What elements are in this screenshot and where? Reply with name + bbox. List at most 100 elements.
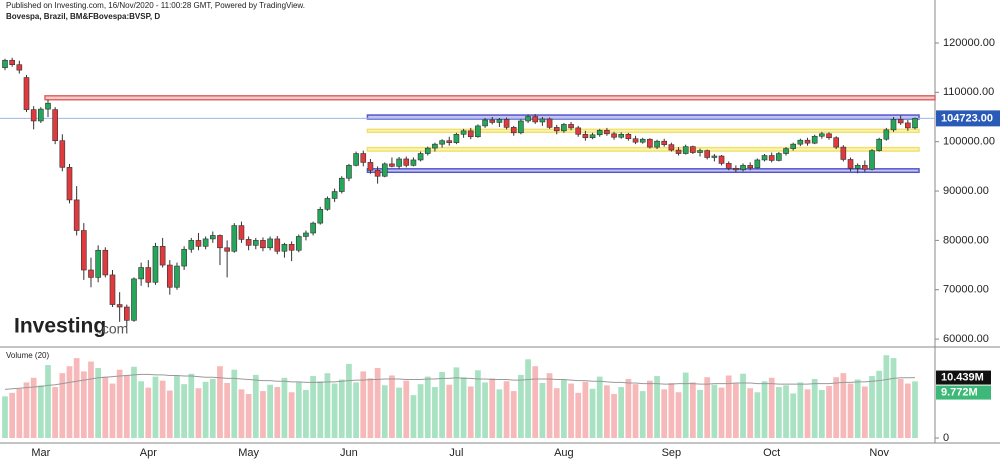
volume-bar — [596, 376, 603, 438]
volume-bar — [245, 394, 252, 438]
ma-box — [936, 370, 991, 385]
volume-bar — [374, 367, 381, 438]
volume-title: Volume (20) — [6, 351, 49, 360]
volume-bar — [725, 375, 732, 438]
volume-bar — [804, 389, 811, 438]
volume-bar — [912, 381, 918, 438]
candle-body — [403, 158, 410, 166]
candle-body — [661, 140, 668, 145]
candle-body — [59, 140, 66, 168]
volume-bar — [883, 355, 890, 438]
volume-bar — [661, 389, 668, 438]
volume-bar — [102, 376, 109, 438]
candle-body — [618, 133, 625, 138]
candle-body — [647, 138, 653, 148]
candle-body — [532, 116, 539, 123]
y-tick-label: 0 — [943, 432, 949, 444]
candle-body — [281, 244, 288, 252]
candle-body — [389, 163, 395, 167]
candle-body — [611, 133, 617, 138]
candle-body — [317, 208, 324, 224]
volume-bar — [460, 377, 467, 438]
volume-bar — [532, 366, 539, 438]
volume-bar — [561, 379, 567, 438]
volume-bar — [152, 376, 159, 438]
volume-bar — [381, 385, 388, 438]
candle-body — [174, 265, 180, 288]
x-tick-label: Oct — [763, 447, 780, 459]
candle-body — [432, 143, 438, 149]
volume-bar — [575, 392, 582, 438]
candle-body — [518, 120, 524, 134]
volume-bar — [424, 376, 431, 438]
volume-bar — [546, 373, 553, 438]
candle-body — [252, 240, 259, 246]
volume-bar — [324, 373, 331, 438]
volume-bar — [353, 382, 359, 438]
volume-bar — [59, 373, 66, 438]
volume-bar — [281, 377, 288, 438]
candle-body — [439, 140, 445, 145]
y-tick-label: 70000.00 — [943, 284, 989, 296]
volume-bar — [833, 377, 840, 438]
volume-bar — [37, 385, 44, 438]
candle-body — [525, 116, 531, 122]
volume-bar — [23, 382, 30, 438]
volume-bar — [338, 379, 345, 438]
volume-bar — [16, 388, 23, 438]
candle-body — [267, 238, 273, 249]
volume-bar — [711, 384, 718, 438]
candle-body — [725, 163, 732, 169]
candle-body — [847, 159, 854, 169]
candle-body — [188, 240, 195, 250]
volume-bar — [138, 381, 145, 438]
candle-body — [496, 119, 503, 123]
volume-bar — [410, 395, 417, 438]
volume-bar — [403, 380, 410, 438]
volume-bar — [209, 378, 216, 438]
candle-body — [38, 108, 44, 122]
candle-body — [116, 304, 123, 308]
y-tick-label: 120000.00 — [943, 37, 995, 49]
volume-bar — [288, 392, 295, 438]
candle-body — [95, 249, 101, 278]
volume-bar — [618, 387, 625, 438]
candle-body — [66, 167, 73, 201]
candle-body — [324, 198, 331, 210]
volume-bar — [195, 388, 202, 438]
candle-body — [811, 135, 818, 144]
candle-body — [245, 239, 252, 246]
volume-bar — [639, 391, 646, 438]
volume-bar — [553, 388, 560, 438]
volume-bar — [754, 392, 761, 438]
volume-bar — [95, 367, 102, 438]
candle-body — [553, 127, 560, 132]
candle-body — [768, 155, 775, 161]
candle-body — [905, 122, 911, 129]
candle-body — [890, 119, 897, 131]
volume-bar — [768, 377, 775, 438]
volume-bar — [582, 381, 589, 438]
volume-bar — [740, 373, 746, 438]
x-tick-label: Jun — [340, 447, 358, 459]
candle-body — [288, 244, 295, 251]
volume-bar — [109, 383, 116, 438]
volume-bar — [224, 383, 230, 438]
volume-bar — [252, 374, 259, 438]
candle-body — [819, 133, 825, 137]
candle-body — [833, 137, 839, 148]
volume-bar — [518, 374, 524, 438]
candle-body — [81, 230, 87, 271]
volume-bar — [295, 382, 302, 438]
candle-body — [804, 139, 811, 144]
published-note: Published on Investing.com, 16/Nov/2020 … — [6, 1, 305, 10]
candle-body — [854, 165, 861, 169]
candle-body — [675, 149, 682, 154]
volume-bar — [238, 389, 245, 438]
candle-body — [467, 130, 474, 138]
volume-bar — [88, 361, 94, 438]
volume-bar — [675, 392, 682, 438]
volume-bar — [797, 382, 804, 438]
volume-bar — [80, 371, 87, 438]
candle-body — [124, 306, 130, 321]
